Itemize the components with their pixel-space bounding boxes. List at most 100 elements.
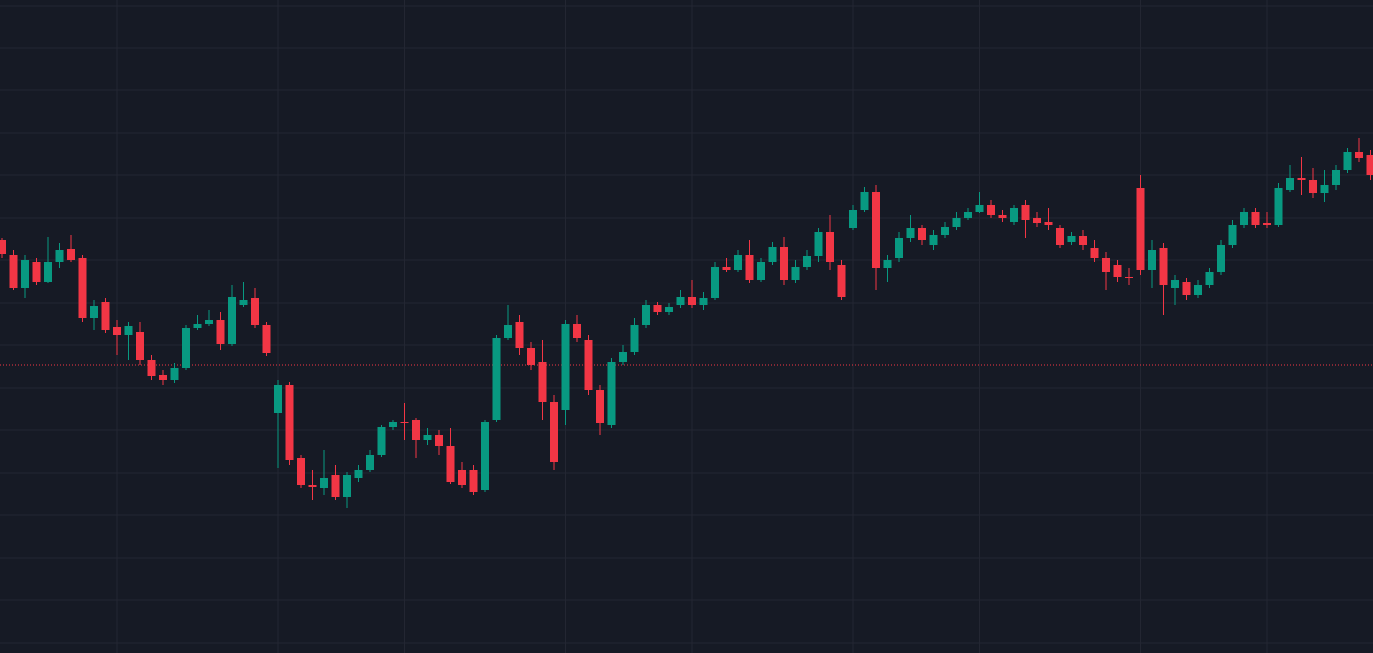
candle-body — [21, 260, 29, 288]
candle-body — [895, 238, 903, 258]
candle-body — [584, 340, 593, 390]
candle-body — [504, 325, 512, 338]
candle-body — [527, 348, 535, 365]
candle-body — [308, 485, 317, 487]
candle-body — [964, 212, 972, 218]
candle-body — [412, 420, 420, 440]
candle-body — [780, 247, 788, 280]
candle-body — [67, 249, 75, 260]
candle-body — [9, 255, 18, 288]
candle-body — [1010, 208, 1018, 222]
candle-body — [722, 267, 731, 270]
candle-body — [159, 375, 167, 380]
candle-body — [676, 297, 685, 305]
candle-body — [1366, 155, 1373, 175]
candle-body — [1171, 280, 1179, 288]
candle-body — [262, 325, 271, 353]
candle-body — [377, 427, 386, 455]
candle-body — [906, 228, 915, 238]
candle-body — [768, 247, 777, 262]
candle-body — [918, 228, 926, 240]
candle-body — [1194, 285, 1202, 295]
candle-body — [400, 422, 409, 423]
candle-body — [1355, 152, 1363, 158]
candle-body — [55, 250, 64, 262]
candle-body — [1251, 212, 1260, 225]
candle-body — [1159, 248, 1168, 285]
candle-body — [734, 255, 742, 270]
candle-body — [987, 205, 995, 215]
candle-body — [1090, 248, 1099, 258]
candle-body — [803, 256, 811, 267]
candle-body — [90, 306, 98, 318]
candle-body — [366, 455, 374, 470]
candle-body — [446, 446, 455, 482]
candle-body — [814, 232, 823, 256]
candle-body — [1079, 236, 1087, 245]
candle-body — [1044, 222, 1053, 225]
candle-body — [193, 324, 202, 328]
candle-body — [435, 435, 443, 446]
candle-body — [929, 235, 938, 245]
candle-body — [354, 470, 363, 478]
candle-body — [228, 297, 236, 344]
candle-body — [1113, 265, 1122, 277]
candle-body — [883, 260, 892, 268]
candle-body — [274, 385, 282, 413]
candle-body — [688, 297, 696, 305]
candle-body — [458, 470, 466, 485]
candle-body — [481, 422, 489, 490]
candle-body — [538, 362, 547, 402]
candle-body — [1067, 236, 1076, 242]
candle-body — [469, 470, 478, 492]
candle-body — [860, 192, 869, 210]
candle-body — [136, 332, 144, 360]
candle-body — [1320, 185, 1329, 193]
candle-body — [285, 385, 294, 460]
candle-body — [78, 258, 87, 318]
candle-body — [791, 267, 800, 280]
candle-body — [826, 232, 834, 262]
candle-body — [1136, 188, 1145, 270]
candle-body — [1148, 250, 1156, 270]
candle-body — [573, 324, 581, 338]
candle-body — [1240, 212, 1248, 225]
candle-body — [653, 305, 662, 312]
candle-body — [1033, 218, 1041, 223]
candle-body — [251, 298, 259, 325]
candle-body — [124, 326, 133, 335]
candle-body — [849, 210, 857, 228]
candle-body — [550, 402, 558, 462]
candle-body — [216, 320, 225, 344]
candle-body — [699, 298, 708, 305]
candle-body — [170, 368, 179, 380]
candle-body — [1343, 152, 1352, 170]
candle-body — [1274, 188, 1283, 225]
candle-body — [32, 262, 41, 282]
candle-body — [1205, 272, 1214, 285]
candle-body — [1228, 225, 1237, 245]
candle-body — [113, 327, 121, 335]
candle-body — [745, 255, 754, 280]
candle-body — [423, 435, 432, 440]
candle-body — [1125, 277, 1133, 278]
candle-body — [182, 328, 190, 368]
candle-body — [941, 227, 949, 235]
candle-body — [1286, 178, 1294, 190]
candle-body — [492, 338, 501, 420]
candle-body — [515, 322, 524, 348]
candle-body — [1332, 170, 1340, 185]
candle-body — [837, 265, 846, 297]
candle-body — [297, 458, 305, 485]
candle-body — [0, 240, 6, 254]
candle-body — [205, 320, 213, 324]
candle-body — [596, 390, 604, 423]
candle-body — [389, 422, 397, 427]
candle-body — [757, 262, 765, 280]
candle-body — [1021, 205, 1030, 220]
candle-body — [619, 352, 627, 362]
candle-body — [343, 475, 351, 497]
candle-body — [561, 324, 570, 410]
candle-body — [665, 307, 673, 312]
